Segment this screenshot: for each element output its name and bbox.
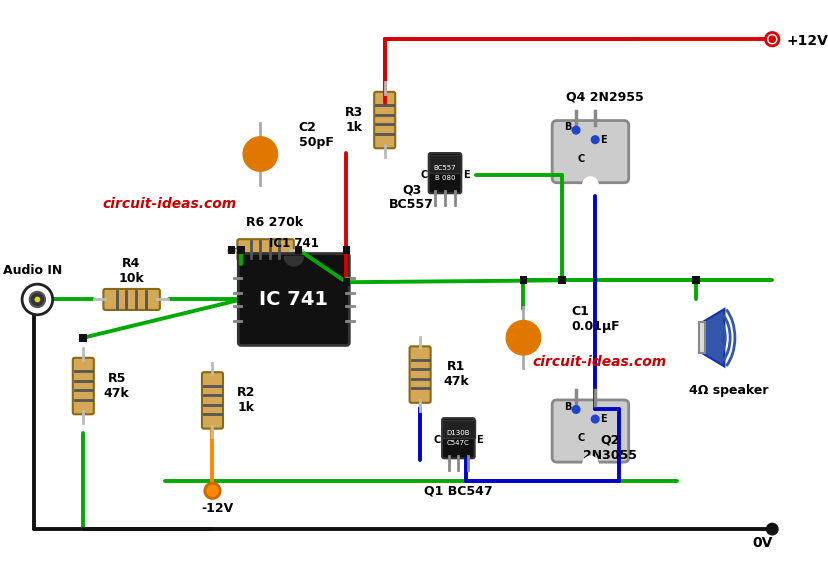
Text: D130B: D130B [446,431,469,436]
Text: 0V: 0V [752,536,772,550]
Circle shape [571,406,580,413]
Text: Q2
2N3055: Q2 2N3055 [582,434,636,462]
Text: circuit-ideas.com: circuit-ideas.com [532,355,667,369]
FancyBboxPatch shape [238,254,349,346]
Text: C547C: C547C [446,440,469,446]
Circle shape [22,284,53,315]
Text: -12V: -12V [201,501,233,515]
Circle shape [582,177,597,192]
Circle shape [768,36,775,43]
Text: B: B [563,401,570,412]
Text: C: C [576,154,584,164]
Text: C: C [576,433,584,443]
Text: 50: 50 [253,149,267,159]
Text: C2
50pF: C2 50pF [298,121,333,149]
Text: B: B [563,122,570,132]
Circle shape [590,136,599,144]
Circle shape [30,292,45,307]
Text: 4Ω speaker: 4Ω speaker [689,384,768,397]
Text: R5
47k: R5 47k [104,371,129,400]
Text: BC557: BC557 [433,166,455,171]
Circle shape [571,126,580,134]
Text: R2
1k: R2 1k [237,386,255,414]
FancyBboxPatch shape [104,289,160,310]
FancyBboxPatch shape [73,358,94,414]
FancyBboxPatch shape [409,346,430,403]
Circle shape [590,415,599,423]
Text: IC 741: IC 741 [259,290,328,309]
FancyBboxPatch shape [441,418,474,458]
Circle shape [764,33,778,46]
Text: R6 270k: R6 270k [246,216,303,229]
FancyBboxPatch shape [237,239,293,260]
Text: E: E [599,414,606,424]
Circle shape [766,523,777,535]
Wedge shape [284,256,303,266]
FancyBboxPatch shape [551,121,628,183]
Text: R3
1k: R3 1k [344,106,363,133]
Bar [342,246,350,254]
Bar [557,277,565,284]
Text: Q3
BC557: Q3 BC557 [388,183,433,211]
Text: circuit-ideas.com: circuit-ideas.com [102,197,236,211]
Bar [295,246,302,254]
Bar [428,155,460,173]
Text: Audio IN: Audio IN [3,264,62,277]
FancyBboxPatch shape [202,372,223,428]
Circle shape [35,297,41,302]
Text: C1
0.01μF: C1 0.01μF [570,305,619,332]
Bar [237,296,245,303]
Bar [691,277,699,284]
FancyBboxPatch shape [551,400,628,462]
Circle shape [243,137,277,171]
Text: C: C [420,170,427,180]
Bar [698,323,705,353]
Text: 103: 103 [512,333,534,343]
Text: IC1 741: IC1 741 [268,236,318,250]
Text: Q4 2N2955: Q4 2N2955 [566,90,643,103]
Text: +12V: +12V [786,34,827,48]
Text: C: C [433,435,440,445]
Text: E: E [462,170,469,180]
Bar [519,277,527,284]
Bar [441,420,474,438]
Circle shape [582,457,597,471]
Text: E: E [599,135,606,145]
Bar [237,246,245,254]
Circle shape [506,320,540,355]
Polygon shape [700,309,724,366]
FancyBboxPatch shape [428,153,460,193]
Circle shape [205,483,220,499]
Text: E: E [475,435,482,445]
FancyBboxPatch shape [373,92,395,148]
Bar [79,334,87,342]
Text: B 080: B 080 [434,175,455,181]
Bar [228,246,235,254]
Text: R1
47k: R1 47k [443,360,469,388]
Bar [342,278,350,286]
Text: Q1 BC547: Q1 BC547 [424,484,492,497]
Text: R4
10k: R4 10k [118,257,144,285]
